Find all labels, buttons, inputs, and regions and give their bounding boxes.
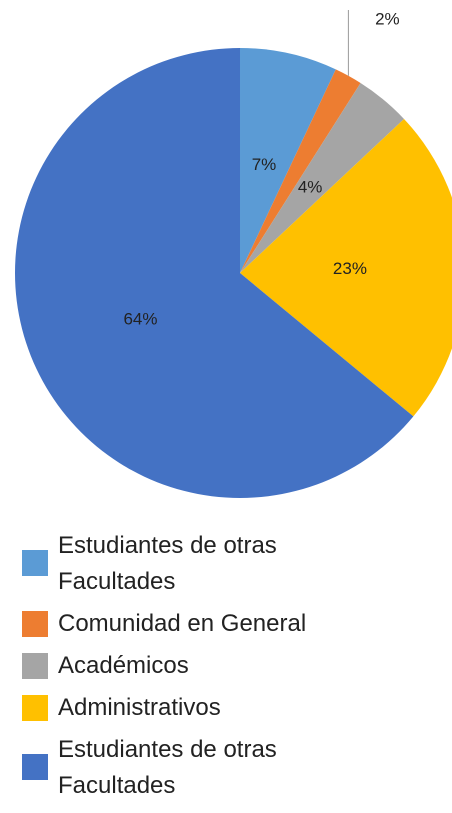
legend-label: Administrativos (58, 694, 221, 721)
legend-label: Estudiantes de otras Facultades (58, 532, 277, 595)
data-label: 64% (123, 309, 157, 328)
pie-slice (240, 69, 361, 273)
legend-item: Estudiantes de otras Facultades (22, 732, 402, 804)
legend-item: Estudiantes de otras Facultades (22, 528, 402, 600)
legend: Estudiantes de otras Facultades Comunidad… (22, 528, 402, 810)
data-label: 2% (375, 9, 400, 28)
legend-label: Estudiantes de otras Facultades (58, 736, 277, 799)
legend-swatch (22, 653, 48, 679)
chart: 7% 2% 4% 23% 64% (15, 9, 452, 498)
legend-label: Académicos (58, 652, 189, 679)
pie-slice (240, 83, 405, 273)
legend-label: Comunidad en General (58, 610, 307, 637)
legend-item: Administrativos (22, 690, 402, 726)
legend-swatch (22, 754, 48, 780)
legend-swatch (22, 550, 48, 576)
legend-swatch (22, 695, 48, 721)
legend-item: Comunidad en General (22, 606, 402, 642)
legend-swatch (22, 611, 48, 637)
pie-slice (240, 118, 452, 417)
pie-slice (240, 48, 336, 273)
data-label: 7% (252, 155, 277, 174)
data-label: 4% (298, 178, 323, 197)
legend-item: Académicos (22, 648, 402, 684)
data-label: 23% (333, 259, 367, 278)
pie-slice (15, 47, 414, 498)
